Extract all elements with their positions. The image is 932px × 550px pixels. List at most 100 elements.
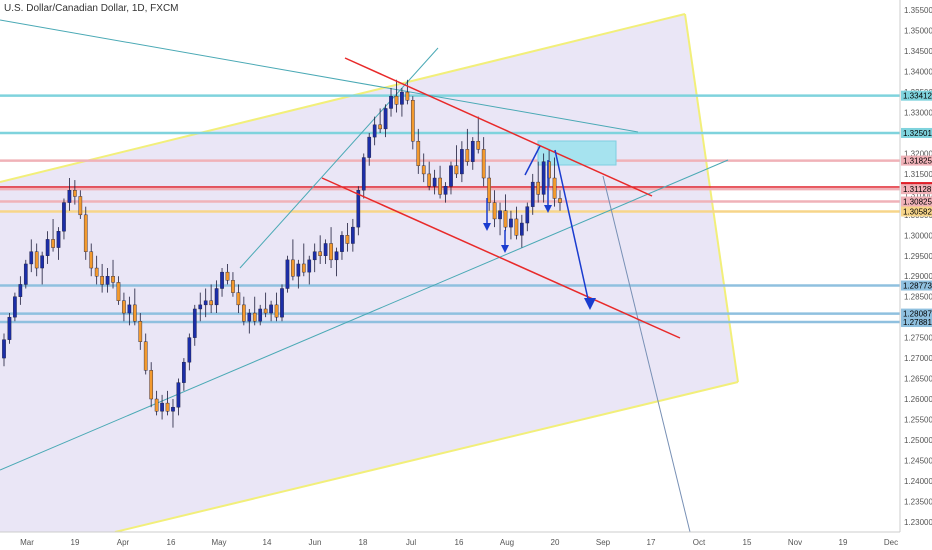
- candle-body: [111, 276, 115, 283]
- price-tag: [901, 317, 932, 328]
- candle-body: [242, 304, 246, 322]
- candle-body: [421, 165, 426, 175]
- x-tick-label: 14: [263, 538, 272, 547]
- y-tick-label: 1.23500: [904, 497, 932, 506]
- candle-body: [149, 370, 154, 400]
- candle-body: [274, 304, 279, 318]
- candle-body: [307, 259, 312, 273]
- price-tag-label: 1.28087: [903, 310, 932, 319]
- x-tick-label: Jul: [406, 538, 416, 547]
- candle-body: [263, 308, 268, 314]
- arrow-segment: [524, 145, 541, 176]
- price-tag: [901, 280, 932, 291]
- price-tag: [901, 155, 932, 166]
- y-tick-label: 1.29000: [904, 272, 932, 281]
- price-tag: [901, 127, 932, 138]
- candle-body: [23, 263, 28, 285]
- candle-body: [449, 165, 453, 187]
- candle-body: [171, 406, 175, 412]
- price-tag: [901, 206, 932, 217]
- candle-body: [7, 316, 12, 340]
- candle-body: [165, 402, 170, 412]
- candle-body: [258, 308, 263, 322]
- y-tick-label: 1.28500: [904, 293, 932, 302]
- candle-body: [432, 177, 437, 187]
- y-tick-label: 1.24500: [904, 456, 932, 465]
- candle-body: [514, 218, 519, 236]
- candle-body: [214, 288, 219, 306]
- x-tick-label: 15: [743, 538, 752, 547]
- time-axis-bg: [0, 532, 932, 550]
- candle-body: [2, 339, 6, 359]
- candle-body: [225, 271, 230, 281]
- x-tick-label: 16: [455, 538, 464, 547]
- wedge-right-line: [684, 13, 739, 383]
- candle-body: [100, 276, 104, 285]
- price-tag-label: 1.31825: [903, 157, 932, 166]
- candle-body: [503, 210, 508, 228]
- price-tag: [901, 90, 932, 101]
- candle-body: [552, 177, 557, 199]
- candle-body: [291, 259, 295, 277]
- candle-body: [203, 300, 208, 306]
- x-tick-label: 17: [647, 538, 656, 547]
- candle-body: [541, 161, 546, 195]
- candle-body: [73, 190, 77, 197]
- price-tag-label: 1.28773: [903, 282, 932, 291]
- candle-body: [383, 108, 388, 130]
- price-tag: [901, 196, 932, 207]
- support-trend-line: [0, 159, 729, 471]
- candle-body: [187, 337, 192, 363]
- projection-line: [602, 175, 691, 533]
- candle-body: [40, 255, 44, 269]
- candle-body: [18, 284, 23, 297]
- price-tag-label: 1.27881: [903, 318, 932, 327]
- wedge-lower-line: [114, 381, 739, 533]
- candle-body: [78, 196, 83, 216]
- price-tag: [901, 308, 932, 319]
- x-tick-label: 16: [167, 538, 176, 547]
- candle-body: [361, 157, 366, 191]
- candle-body: [329, 243, 333, 261]
- x-tick-label: Mar: [20, 538, 34, 547]
- channel-upper-line: [344, 57, 653, 197]
- candle-body: [460, 149, 464, 175]
- candle-body: [487, 177, 491, 203]
- candle-body: [410, 100, 415, 142]
- y-tick-label: 1.31000: [904, 190, 932, 199]
- candle-body: [301, 263, 306, 273]
- candle-body: [182, 361, 186, 383]
- candle-body: [454, 165, 459, 175]
- long-trend-line: [0, 19, 639, 133]
- candle-body: [198, 304, 203, 310]
- candle-body: [481, 149, 486, 179]
- candle-body: [416, 140, 421, 166]
- arrow-head: [544, 205, 552, 213]
- y-tick-label: 1.33000: [904, 109, 932, 118]
- y-tick-label: 1.32000: [904, 149, 932, 158]
- price-tag-label: 1.30582: [903, 207, 932, 216]
- candle-body: [525, 206, 530, 224]
- candle-body: [389, 95, 393, 109]
- candle-body: [220, 271, 224, 289]
- candle-body: [209, 300, 213, 306]
- projection-arrow: [554, 149, 591, 309]
- resistance-box: [537, 140, 617, 166]
- y-tick-label: 1.25500: [904, 415, 932, 424]
- candle-body: [62, 202, 66, 232]
- candle-body: [231, 280, 235, 293]
- y-tick-label: 1.26000: [904, 395, 932, 404]
- price-tag-label: 1.32501: [903, 129, 932, 138]
- candle-body: [334, 251, 339, 261]
- candle-body: [498, 210, 502, 220]
- candle-body: [56, 231, 61, 248]
- candle-body: [45, 239, 50, 256]
- candle-body: [280, 288, 284, 318]
- x-tick-label: 19: [839, 538, 848, 547]
- candle-body: [29, 251, 34, 265]
- candle-body: [536, 181, 541, 195]
- candle-body: [351, 226, 355, 244]
- candle-body: [400, 91, 404, 105]
- candle-body: [176, 382, 181, 408]
